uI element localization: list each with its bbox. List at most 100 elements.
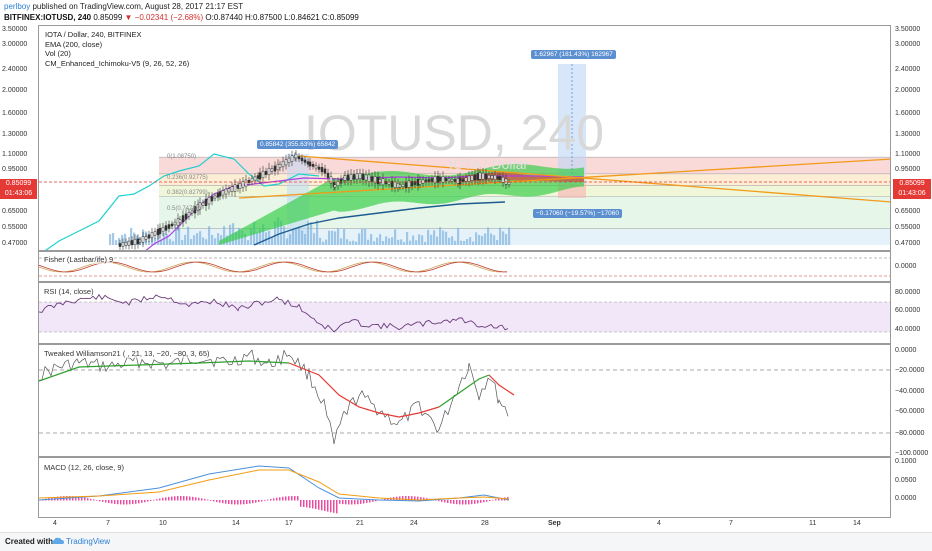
volume-bar — [457, 227, 460, 245]
time-axis[interactable]: 4 7 10 14 17 21 24 28 Sep 4 7 11 14 — [38, 518, 891, 530]
macd-histogram-bar — [270, 498, 272, 501]
macd-histogram-bar — [414, 496, 416, 501]
macd-histogram-bar — [294, 496, 296, 501]
macd-histogram-bar — [363, 500, 365, 504]
candle-body — [456, 178, 460, 184]
macd-histogram-bar — [327, 500, 329, 512]
williams-signal-up — [39, 360, 290, 382]
candle-body — [136, 238, 140, 245]
left-timer-box: 01:43:06 — [0, 189, 37, 199]
candle-body — [173, 221, 177, 226]
measure-big-label[interactable]: 1.62967 (181.43%) 162967 — [531, 50, 616, 59]
legend-volume[interactable]: Vol (20) — [45, 49, 71, 58]
publish-info: published on TradingView.com, August 28,… — [32, 2, 244, 11]
candle-body — [320, 167, 324, 173]
volume-bar — [295, 227, 298, 245]
legend-symbol[interactable]: IOTA / Dollar, 240, BITFINEX — [45, 30, 142, 39]
ema-200-line — [253, 201, 506, 246]
candle-body — [297, 156, 301, 160]
volume-bar — [205, 239, 208, 245]
macd-label: MACD (12, 26, close, 9) — [44, 463, 125, 472]
candle-body — [281, 161, 285, 168]
candle-body — [270, 168, 274, 172]
macd-histogram-bar — [204, 498, 206, 501]
candle-body — [323, 168, 327, 174]
kijun-line — [145, 175, 585, 250]
volume-bar — [304, 234, 307, 245]
candle-body — [367, 174, 371, 182]
macd-histogram-bar — [450, 500, 452, 504]
macd-histogram-bar — [423, 497, 425, 501]
candle-body — [447, 178, 451, 182]
candle-body — [278, 164, 282, 168]
candle-body — [253, 176, 257, 181]
macd-histogram-bar — [288, 496, 290, 501]
price-chart-svg — [39, 64, 890, 250]
volume-bar — [214, 238, 217, 245]
macd-histogram-bar — [228, 500, 230, 505]
fisher-panel[interactable]: Fisher (Lastbar/ife) 9 — [38, 251, 891, 282]
volume-bar — [112, 233, 115, 245]
volume-bar — [160, 239, 163, 245]
candle-body — [273, 165, 277, 172]
macd-histogram-bar — [174, 496, 176, 501]
legend-ichimoku[interactable]: CM_Enhanced_Ichimoku-V5 (9, 26, 52, 26) — [45, 58, 190, 68]
macd-histogram-bar — [156, 499, 158, 501]
time-tick: 21 — [356, 520, 364, 527]
volume-bar — [166, 234, 169, 245]
candle-body — [373, 176, 377, 184]
candle-body — [427, 179, 431, 183]
williams-tick: −20.0000 — [895, 367, 925, 374]
macd-histogram-bar — [207, 499, 209, 501]
williams-panel[interactable]: Tweaked Williamson21 ( , 21, 13, −20, −8… — [38, 344, 891, 457]
time-tick: 7 — [729, 520, 733, 527]
time-tick: 11 — [809, 520, 817, 527]
candle-body — [276, 163, 280, 171]
macd-histogram-bar — [444, 500, 446, 503]
author-link[interactable]: perlboy — [4, 2, 31, 11]
volume-bar — [133, 232, 136, 245]
volume-bar — [262, 224, 265, 245]
right-price-tick: 0.47000 — [895, 240, 921, 247]
rsi-panel[interactable]: RSI (14, close) — [38, 282, 891, 344]
left-price-tick: 3.00000 — [2, 41, 28, 48]
volume-bar — [247, 240, 250, 245]
time-tick: 14 — [232, 520, 240, 527]
candle-body — [438, 176, 442, 182]
candle-body — [361, 173, 365, 181]
macd-histogram-bar — [348, 500, 350, 505]
volume-bar — [436, 236, 439, 245]
williams-tick: −40.0000 — [895, 388, 925, 395]
macd-histogram-bar — [111, 500, 113, 504]
volume-bar — [271, 237, 274, 245]
tradingview-link[interactable]: TradingView — [66, 537, 111, 546]
candle-body — [436, 175, 440, 183]
macd-histogram-bar — [144, 500, 146, 503]
measure-down-label[interactable]: −0.17060 (−19.57%) −17060 — [533, 209, 622, 218]
volume-bar — [349, 241, 352, 245]
macd-histogram-bar — [243, 500, 245, 505]
measure-up-label[interactable]: 0.85842 (355.63%) 65842 — [257, 140, 339, 149]
candle-body — [364, 174, 368, 181]
candle-body — [207, 196, 211, 205]
trendline-up — [238, 158, 890, 199]
candle-body — [213, 195, 217, 199]
candle-body — [221, 190, 225, 196]
price-panel[interactable]: IOTUSD, 240 IOTA / Dollar IOTA / Dollar,… — [38, 25, 891, 251]
macd-histogram-bar — [333, 500, 335, 513]
candle-body — [216, 192, 220, 198]
macd-histogram-bar — [273, 498, 275, 501]
candle-body — [158, 227, 162, 235]
macd-histogram-bar — [447, 500, 449, 504]
volume-bar — [508, 227, 511, 245]
macd-panel[interactable]: MACD (12, 26, close, 9) — [38, 457, 891, 518]
macd-histogram-bar — [453, 500, 455, 504]
volume-bar — [229, 224, 232, 245]
macd-histogram-bar — [261, 500, 263, 502]
volume-bar — [358, 233, 361, 245]
macd-histogram-bar — [117, 500, 119, 505]
legend-ema[interactable]: EMA (200, close) — [45, 39, 103, 49]
volume-bar — [211, 234, 214, 245]
right-price-tick: 3.00000 — [895, 41, 921, 48]
left-price-tick: 2.40000 — [2, 66, 28, 73]
